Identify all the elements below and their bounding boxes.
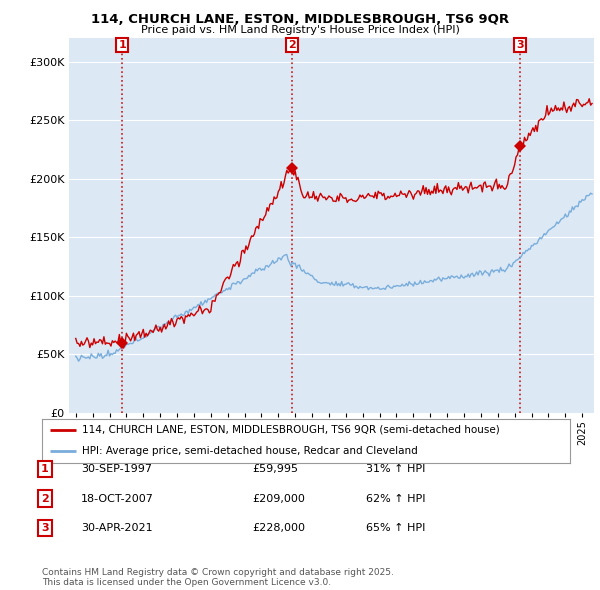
Text: 65% ↑ HPI: 65% ↑ HPI: [366, 523, 425, 533]
Text: 1: 1: [118, 40, 126, 50]
Text: HPI: Average price, semi-detached house, Redcar and Cleveland: HPI: Average price, semi-detached house,…: [82, 446, 418, 455]
Text: 3: 3: [517, 40, 524, 50]
Text: 3: 3: [41, 523, 49, 533]
Text: 31% ↑ HPI: 31% ↑ HPI: [366, 464, 425, 474]
Text: 114, CHURCH LANE, ESTON, MIDDLESBROUGH, TS6 9QR: 114, CHURCH LANE, ESTON, MIDDLESBROUGH, …: [91, 13, 509, 26]
Text: Contains HM Land Registry data © Crown copyright and database right 2025.
This d: Contains HM Land Registry data © Crown c…: [42, 568, 394, 587]
Text: 30-SEP-1997: 30-SEP-1997: [81, 464, 152, 474]
Text: 62% ↑ HPI: 62% ↑ HPI: [366, 494, 425, 503]
Text: 1: 1: [41, 464, 49, 474]
Text: £228,000: £228,000: [252, 523, 305, 533]
Text: £209,000: £209,000: [252, 494, 305, 503]
Text: £59,995: £59,995: [252, 464, 298, 474]
Text: Price paid vs. HM Land Registry's House Price Index (HPI): Price paid vs. HM Land Registry's House …: [140, 25, 460, 35]
Text: 2: 2: [41, 494, 49, 503]
Text: 114, CHURCH LANE, ESTON, MIDDLESBROUGH, TS6 9QR (semi-detached house): 114, CHURCH LANE, ESTON, MIDDLESBROUGH, …: [82, 425, 499, 435]
Text: 18-OCT-2007: 18-OCT-2007: [81, 494, 154, 503]
Text: 30-APR-2021: 30-APR-2021: [81, 523, 152, 533]
Text: 2: 2: [288, 40, 296, 50]
